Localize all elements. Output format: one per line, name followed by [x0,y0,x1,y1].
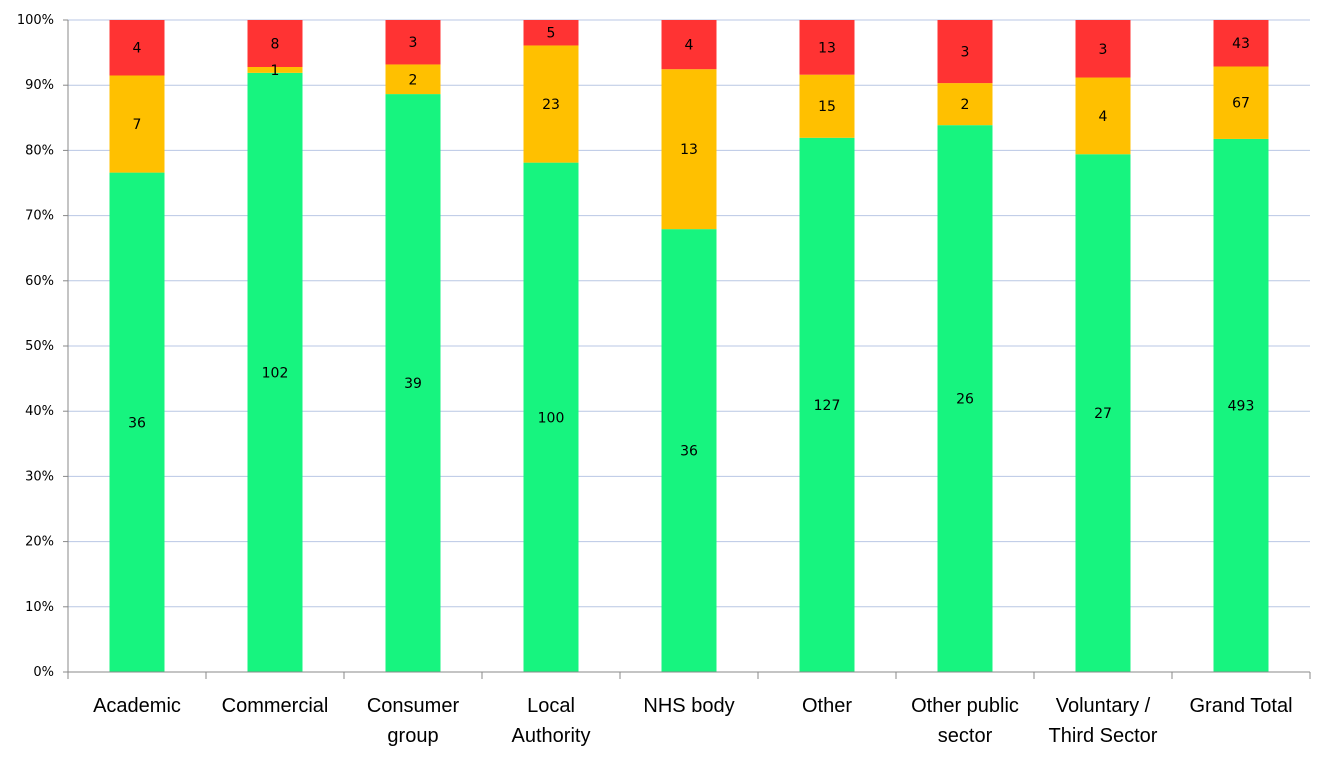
y-tick-label: 100% [17,13,54,28]
bar-segment [385,64,441,95]
bar-segment [661,229,717,672]
x-category-label-line: Voluntary / [1056,695,1151,717]
data-label: 67 [1232,96,1250,112]
x-category-label-line: Local [527,695,575,717]
bar-segment [661,69,717,230]
bar-segment [247,72,303,672]
data-label: 4 [685,38,694,54]
data-label: 5 [547,26,556,42]
x-category-label: Other [802,695,852,717]
x-category-label-line: Other [802,695,852,717]
bar-segment [799,74,855,138]
x-category-label-line: NHS body [643,695,734,717]
data-label: 100 [538,410,565,426]
data-label: 23 [542,97,560,113]
data-label: 3 [1099,42,1108,58]
bar-segment [109,75,165,173]
bar-segment [1075,77,1131,155]
data-label: 4 [1099,109,1108,125]
data-label: 43 [1232,36,1250,52]
x-category-label-line: Third Sector [1049,725,1158,747]
data-label: 3 [961,45,970,61]
bar-segment [247,66,303,73]
x-category-label: Voluntary / Third Sector [1049,695,1158,747]
data-label: 36 [680,444,698,460]
data-label: 1 [271,63,280,79]
y-tick-label: 60% [25,274,54,289]
data-labels: 3674102183923100235361341271513262327434… [128,26,1254,460]
y-tick-label: 40% [25,404,54,419]
x-category-label: Other public sector [911,695,1019,747]
bar-segment [661,20,717,70]
y-tick-label: 80% [25,143,54,158]
bar-segment [109,20,165,76]
data-label: 39 [404,376,422,392]
data-label: 493 [1228,398,1255,414]
y-tick-label: 70% [25,209,54,224]
y-tick-label: 90% [25,78,54,93]
bar-segment [109,172,165,672]
bars [109,20,1269,672]
axes: 0% 10% 20% 30% 40% 50% 60% 70% 80% 90% 100% Academi… [17,13,1311,747]
data-label: 8 [271,36,280,52]
data-label: 7 [133,117,142,133]
bar-segment [1075,20,1131,78]
data-label: 27 [1094,406,1112,422]
data-label: 102 [262,365,289,381]
data-label: 2 [961,97,970,113]
bar-segment [523,162,579,672]
y-tick-label: 10% [25,600,54,615]
bar-segment [937,20,993,84]
x-category-label-line: Grand Total [1189,695,1292,717]
data-label: 13 [680,142,698,158]
data-label: 2 [409,72,418,88]
bar-segment [1213,66,1269,139]
bar-segment [1213,138,1269,672]
data-label: 36 [128,415,146,431]
bar-segment [937,83,993,126]
bar-segment [799,137,855,672]
x-category-label-line: Commercial [222,695,329,717]
bar-segment [799,20,855,75]
y-tick-label: 20% [25,535,54,550]
data-label: 26 [956,392,974,408]
x-category-label: NHS body [643,695,734,717]
x-category-label: Academic [93,695,181,717]
x-category-label-line: Other public [911,695,1019,717]
data-label: 4 [133,41,142,57]
x-category-label-line: group [387,725,438,747]
y-tick-label: 0% [33,665,54,680]
bar-segment [937,125,993,672]
data-label: 127 [814,398,841,414]
x-category-label: Commercial [222,695,329,717]
x-category-label-line: sector [938,725,993,747]
y-tick-label: 50% [25,339,54,354]
bar-segment [1075,154,1131,672]
bar-segment [385,20,441,65]
data-label: 3 [409,35,418,51]
x-category-label: Consumer group [367,695,460,747]
data-label: 15 [818,99,836,115]
bar-segment [385,94,441,672]
data-label: 13 [818,40,836,56]
x-category-label-line: Academic [93,695,181,717]
bar-segment [1213,20,1269,67]
bar-segment [523,20,579,46]
bar-segment [523,45,579,163]
x-category-label: Local Authority [512,695,591,747]
bar-segment [247,20,303,67]
x-category-label: Grand Total [1189,695,1292,717]
y-tick-label: 30% [25,469,54,484]
x-category-label-line: Consumer [367,695,460,717]
x-category-label-line: Authority [512,725,591,747]
